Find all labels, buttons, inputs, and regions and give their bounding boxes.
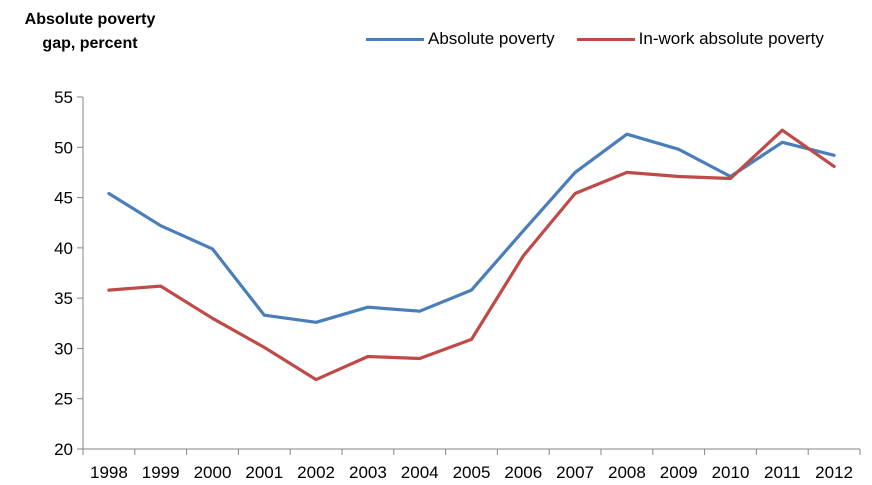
x-tick-label: 2010 xyxy=(712,463,750,482)
x-tick-label: 2004 xyxy=(401,463,439,482)
y-axis-title: Absolute poverty gap, percent xyxy=(10,8,170,56)
x-tick-label: 2001 xyxy=(245,463,283,482)
legend-label-in-work-absolute-poverty: In-work absolute poverty xyxy=(638,29,824,48)
y-tick-label: 50 xyxy=(54,138,73,157)
series-line-absolute-poverty xyxy=(107,132,836,324)
x-tick-label: 2007 xyxy=(556,463,594,482)
x-tick-label: 2000 xyxy=(194,463,232,482)
y-tick-label: 45 xyxy=(54,189,73,208)
y-axis-title-line-1: Absolute poverty xyxy=(24,11,156,28)
x-tick-label: 2003 xyxy=(349,463,387,482)
x-tick-label: 2006 xyxy=(504,463,542,482)
legend: Absolute poverty In-work absolute povert… xyxy=(366,29,846,49)
legend-label-absolute-poverty: Absolute poverty xyxy=(428,29,555,48)
y-tick-label: 20 xyxy=(54,440,73,459)
legend-item-in-work-absolute-poverty: In-work absolute poverty xyxy=(576,29,824,49)
y-tick-label: 30 xyxy=(54,339,73,358)
x-tick-label: 2008 xyxy=(608,463,646,482)
x-tick-label: 2002 xyxy=(297,463,335,482)
series-line-in-work-absolute-poverty xyxy=(107,128,836,382)
x-tick-label: 2009 xyxy=(660,463,698,482)
y-axis-title-line-2: gap, percent xyxy=(42,35,138,52)
legend-swatch-in-work-absolute-poverty xyxy=(576,37,635,41)
x-tick-label: 2012 xyxy=(815,463,853,482)
x-tick-label: 2005 xyxy=(453,463,491,482)
legend-swatch-absolute-poverty xyxy=(366,37,424,41)
x-tick-label: 2011 xyxy=(764,463,801,482)
y-tick-label: 55 xyxy=(54,88,73,107)
y-tick-label: 40 xyxy=(54,239,73,258)
legend-item-absolute-poverty: Absolute poverty xyxy=(366,29,555,49)
x-tick-label: 1998 xyxy=(90,463,128,482)
x-tick-label: 1999 xyxy=(142,463,180,482)
y-tick-label: 25 xyxy=(54,390,73,409)
y-tick-label: 35 xyxy=(54,289,73,308)
